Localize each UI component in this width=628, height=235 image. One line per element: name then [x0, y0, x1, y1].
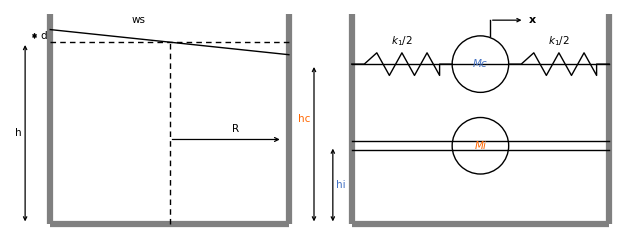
Text: R: R — [232, 125, 239, 134]
Text: Mi: Mi — [475, 141, 486, 151]
Text: Mc: Mc — [473, 59, 488, 69]
Text: hc: hc — [298, 114, 311, 124]
Text: ws: ws — [131, 15, 145, 25]
Text: hi: hi — [336, 180, 345, 190]
Text: $k_1/2$: $k_1/2$ — [548, 35, 570, 48]
Text: d: d — [41, 31, 48, 41]
Text: $k_1/2$: $k_1/2$ — [391, 35, 413, 48]
Text: x: x — [529, 15, 536, 25]
Text: h: h — [15, 128, 22, 138]
